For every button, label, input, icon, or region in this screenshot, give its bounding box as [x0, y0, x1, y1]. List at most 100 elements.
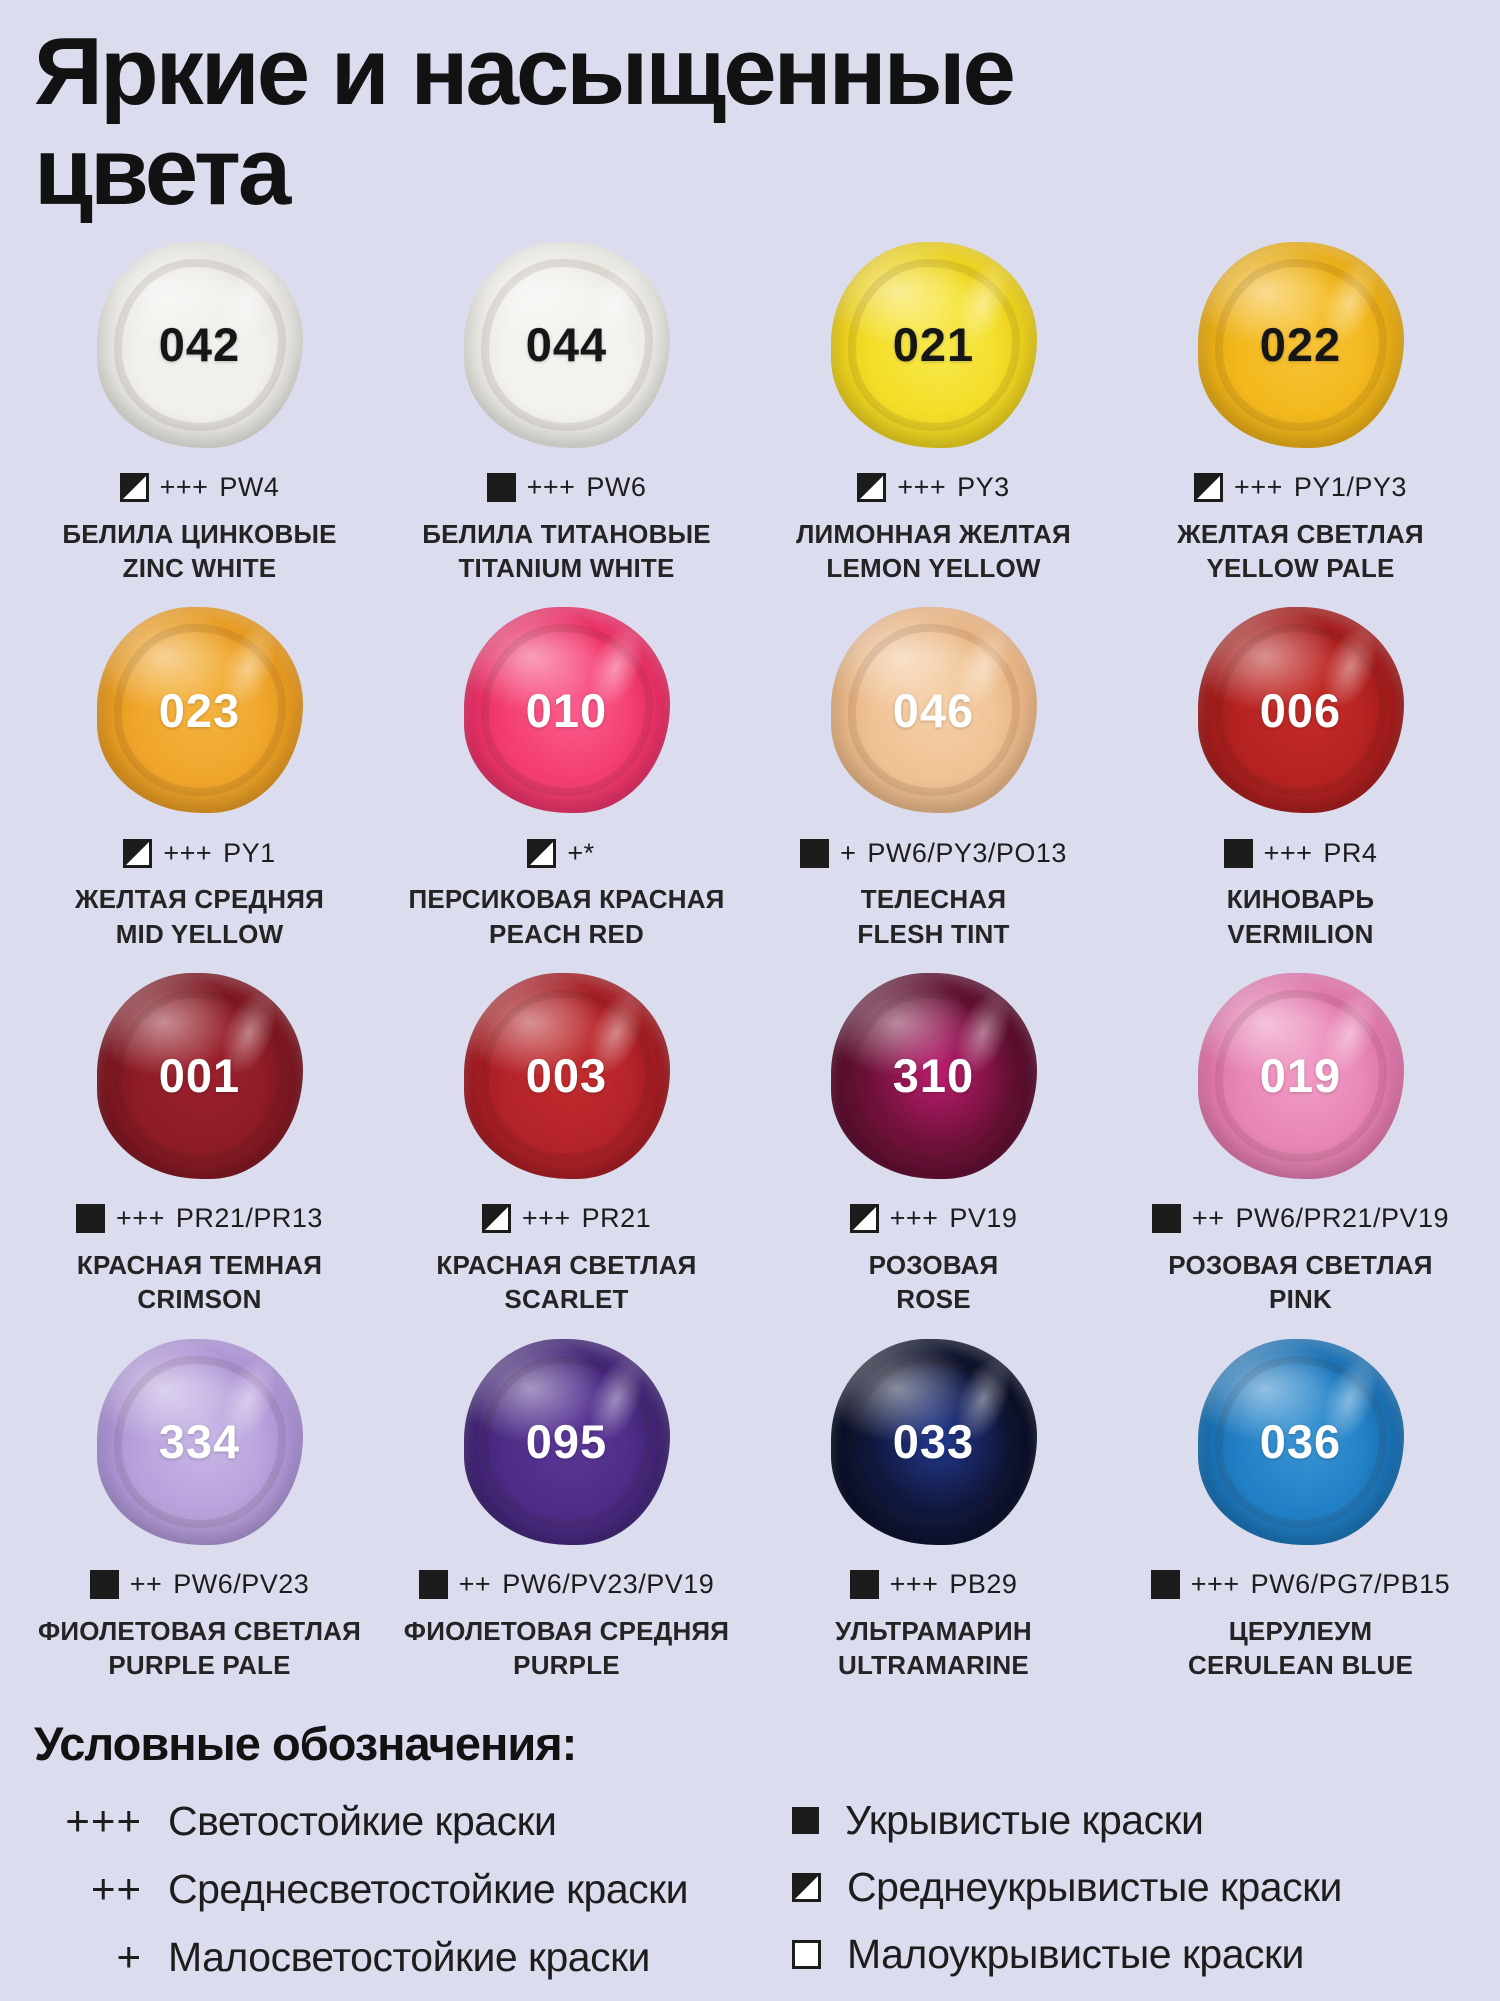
opacity-symbol-icon	[119, 473, 149, 503]
lightfastness-marks: +++	[116, 1203, 165, 1234]
paint-swatch: 310 +++ PV19 РОЗОВАЯ ROSE	[750, 972, 1117, 1317]
paint-name-russian: ЖЕЛТАЯ СРЕДНЯЯ	[75, 884, 324, 915]
paint-name-russian: ПЕРСИКОВАЯ КРАСНАЯ	[408, 884, 725, 915]
paint-name-russian: ЦЕРУЛЕУМ	[1228, 1615, 1373, 1646]
paint-number: 019	[1259, 1049, 1342, 1103]
paint-swatch: 010 +* ПЕРСИКОВАЯ КРАСНАЯ PEACH RED	[383, 607, 750, 951]
paint-swatch: 334 ++ PW6/PV23 ФИОЛЕТОВАЯ СВЕТЛАЯ PURPL…	[16, 1338, 383, 1683]
plus-one-symbol: +	[116, 1933, 142, 1981]
paint-swatch: 095 ++ PW6/PV23/PV19 ФИОЛЕТОВАЯ СРЕДНЯЯ …	[383, 1338, 750, 1683]
legend-item-semi-opaque: Среднеукрывистые краски	[774, 1864, 1480, 1911]
paint-name-russian: БЕЛИЛА ТИТАНОВЫЕ	[422, 518, 711, 549]
lightfastness-marks: +++	[889, 1569, 939, 1600]
legend-section: Условные обозначения: +++ Светостойкие к…	[0, 1682, 1500, 2001]
swatch-code-line: ++ PW6/PV23/PV19	[418, 1569, 715, 1601]
pigment-codes: PW4	[219, 472, 280, 503]
paint-name-russian: РОЗОВАЯ	[868, 1249, 999, 1280]
legend-label: Светостойкие краски	[168, 1797, 557, 1844]
legend-item-transparent: Малоукрывистые краски	[774, 1931, 1480, 1978]
opacity-symbol-icon	[849, 1570, 879, 1600]
paint-number: 023	[158, 683, 241, 737]
legend-label: Малосветостойкие краски	[168, 1933, 650, 1980]
paint-blob-image: 001	[96, 972, 303, 1179]
swatch-code-line: +++ PY3	[857, 472, 1009, 504]
lightfastness-marks: +++	[521, 1203, 571, 1234]
paint-name-russian: ЛИМОННАЯ ЖЕЛТАЯ	[796, 518, 1071, 549]
lightfastness-marks: ++	[1191, 1203, 1225, 1234]
paint-swatch: 003 +++ PR21 КРАСНАЯ СВЕТЛАЯ SCARLET	[383, 972, 750, 1317]
paint-name-english: SCARLET	[504, 1284, 629, 1315]
opacity-symbol-icon	[76, 1204, 106, 1234]
paint-swatch: 042 +++ PW4 БЕЛИЛА ЦИНКОВЫЕ ZINC WHITE	[16, 241, 383, 586]
pigment-codes: PR4	[1323, 837, 1378, 868]
paint-number: 010	[525, 683, 608, 737]
paint-swatch: 036 +++ PW6/PG7/PB15 ЦЕРУЛЕУМ CERULEAN B…	[1117, 1338, 1484, 1683]
legend-item-medium-lightfast: ++ Среднесветостойкие краски	[34, 1865, 774, 1913]
opacity-symbol-icon	[1194, 473, 1224, 503]
lightfastness-marks: +++	[526, 472, 576, 503]
pigment-codes: PY1	[223, 837, 276, 868]
plus-two-symbol: ++	[90, 1865, 142, 1913]
legend-item-lightfast: +++ Светостойкие краски	[34, 1797, 774, 1845]
legend-item-low-lightfast: + Малосветостойкие краски	[34, 1933, 774, 1981]
paint-number: 310	[892, 1049, 975, 1103]
paint-name-english: ROSE	[896, 1284, 971, 1315]
swatch-code-line: +++ PV19	[849, 1203, 1018, 1235]
paint-number: 044	[525, 318, 608, 372]
opacity-symbol-icon	[849, 1204, 879, 1234]
opacity-symbol-icon	[486, 473, 516, 503]
paint-number: 001	[158, 1049, 241, 1103]
opacity-symbol-icon	[1151, 1204, 1181, 1234]
paint-blob-image: 033	[830, 1338, 1037, 1545]
opacity-symbol-icon	[857, 473, 887, 503]
paint-name-russian: ТЕЛЕСНАЯ	[860, 884, 1007, 915]
pigment-codes: PW6	[586, 472, 647, 503]
paint-blob-image: 006	[1197, 607, 1404, 814]
paint-number: 036	[1259, 1415, 1342, 1469]
semi-opaque-square-icon	[792, 1873, 821, 1903]
paint-number: 006	[1259, 683, 1342, 737]
paint-blob-image: 310	[830, 972, 1037, 1179]
paint-name-russian: ФИОЛЕТОВАЯ СВЕТЛАЯ	[37, 1615, 362, 1646]
swatch-grid: 042 +++ PW4 БЕЛИЛА ЦИНКОВЫЕ ZINC WHITE 0…	[0, 228, 1500, 1683]
pigment-codes: PW6/PG7/PB15	[1250, 1569, 1451, 1600]
paint-blob-image: 003	[463, 972, 670, 1179]
paint-blob-image: 042	[96, 241, 303, 448]
opacity-symbol-icon	[418, 1570, 448, 1600]
opacity-symbol-icon	[89, 1570, 119, 1600]
paint-swatch: 033 +++ PB29 УЛЬТРАМАРИН ULTRAMARINE	[750, 1338, 1117, 1683]
paint-swatch: 006 +++ PR4 КИНОВАРЬ VERMILION	[1117, 607, 1484, 951]
opacity-symbol-icon	[1223, 838, 1253, 868]
swatch-code-line: +++ PR21/PR13	[76, 1203, 323, 1235]
paint-name-english: FLESH TINT	[857, 918, 1010, 949]
lightfastness-marks: +	[840, 837, 857, 868]
lightfastness-marks: ++	[129, 1569, 163, 1600]
legend-label: Укрывистые краски	[845, 1797, 1204, 1844]
paint-name-english: PURPLE PALE	[108, 1649, 291, 1680]
paint-number: 033	[892, 1415, 975, 1469]
pigment-codes: PW6/PV23	[173, 1569, 310, 1600]
paint-blob-image: 036	[1197, 1338, 1404, 1545]
swatch-code-line: +++ PW4	[119, 472, 280, 504]
paint-name-russian: ЖЕЛТАЯ СВЕТЛАЯ	[1177, 518, 1424, 549]
paint-name-russian: КИНОВАРЬ	[1226, 884, 1375, 915]
plus-three-symbol: +++	[65, 1797, 142, 1845]
paint-name-english: CRIMSON	[137, 1284, 262, 1315]
legend-label: Малоукрывистые краски	[847, 1931, 1304, 1978]
paint-swatch: 019 ++ PW6/PR21/PV19 РОЗОВАЯ СВЕТЛАЯ PIN…	[1117, 972, 1484, 1317]
paint-name-english: VERMILION	[1227, 918, 1374, 949]
legend-opacity-column: Укрывистые краски Среднеукрывистые краск…	[774, 1797, 1480, 1998]
paint-name-english: CERULEAN BLUE	[1187, 1649, 1414, 1680]
swatch-code-line: +++ PW6	[486, 472, 647, 504]
swatch-code-line: + PW6/PY3/PO13	[800, 837, 1067, 869]
pigment-codes: PW6/PY3/PO13	[867, 837, 1067, 868]
lightfastness-marks: +++	[897, 472, 947, 503]
paint-name-english: PINK	[1269, 1284, 1332, 1315]
paint-blob-image: 010	[463, 607, 670, 814]
paint-name-russian: БЕЛИЛА ЦИНКОВЫЕ	[62, 518, 337, 549]
paint-blob-image: 021	[830, 241, 1037, 448]
paint-name-russian: РОЗОВАЯ СВЕТЛАЯ	[1168, 1249, 1433, 1280]
lightfastness-marks: ++	[458, 1569, 492, 1600]
swatch-code-line: +*	[527, 837, 605, 869]
paint-name-english: PEACH RED	[489, 918, 644, 949]
